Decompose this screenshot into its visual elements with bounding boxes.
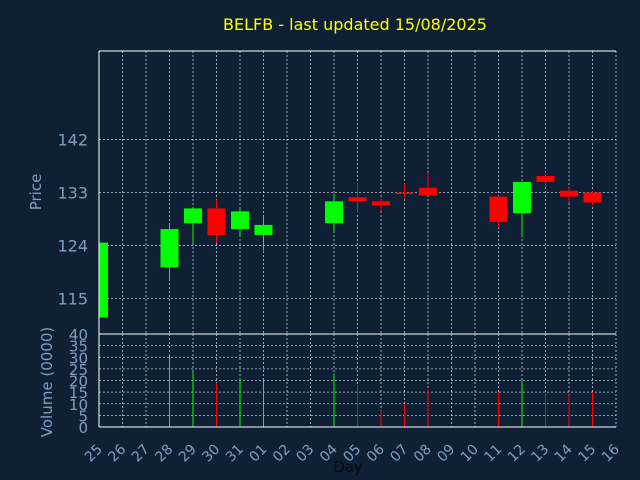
candles bbox=[98, 171, 602, 320]
x-tick-label: 09 bbox=[434, 442, 458, 466]
candle-body bbox=[419, 187, 437, 196]
price-ticks: 115 124 133 142 bbox=[57, 130, 88, 308]
x-tick-label: 11 bbox=[481, 442, 505, 466]
volume-tick-label: 20 bbox=[69, 373, 88, 391]
x-axis-title: Day bbox=[333, 458, 363, 476]
volume-tick-label: 40 bbox=[69, 326, 88, 344]
volume-tick-label: 10 bbox=[69, 396, 88, 414]
price-tick-label: 142 bbox=[57, 130, 88, 149]
price-tick-label: 124 bbox=[57, 237, 88, 256]
x-tick-label: 29 bbox=[176, 442, 200, 466]
volume-axis-title: Volume (0000) bbox=[38, 327, 56, 437]
candle-body bbox=[536, 175, 555, 182]
x-tick-label: 13 bbox=[528, 442, 552, 466]
x-tick-label: 03 bbox=[293, 442, 317, 466]
candle-body bbox=[513, 181, 531, 214]
x-tick-label: 28 bbox=[152, 442, 176, 466]
candle-body bbox=[395, 192, 414, 194]
candle-body bbox=[372, 201, 390, 206]
candle-body bbox=[325, 201, 343, 224]
candle-body bbox=[489, 196, 508, 222]
volume-tick-label: 5 bbox=[78, 407, 88, 425]
x-tick-label: 27 bbox=[129, 442, 153, 466]
price-axis-title: Price bbox=[27, 174, 45, 211]
volume-bars bbox=[169, 354, 593, 427]
volume-tick-label: 35 bbox=[69, 338, 88, 356]
candle-body bbox=[160, 229, 179, 268]
x-tick-label: 01 bbox=[246, 442, 270, 466]
price-panel: 115 124 133 142 bbox=[57, 50, 617, 334]
volume-tick-label: 0 bbox=[78, 419, 88, 437]
candle-body bbox=[207, 208, 226, 235]
volume-tick-label: 15 bbox=[69, 384, 88, 402]
x-tick-label: 31 bbox=[223, 442, 247, 466]
x-tick-label: 12 bbox=[505, 442, 529, 466]
candle-body bbox=[184, 208, 202, 224]
chart-title: BELFB - last updated 15/08/2025 bbox=[223, 15, 487, 34]
volume-tick-label: 30 bbox=[69, 349, 88, 367]
x-tick-label: 10 bbox=[458, 442, 482, 466]
candle-body bbox=[99, 242, 108, 318]
x-tick-label: 08 bbox=[411, 442, 435, 466]
x-tick-label: 07 bbox=[387, 442, 411, 466]
volume-tick-label: 25 bbox=[69, 361, 88, 379]
candle-body bbox=[254, 224, 273, 235]
price-tick-label: 115 bbox=[57, 290, 88, 309]
candle-body bbox=[560, 190, 578, 197]
price-tick-label: 133 bbox=[57, 184, 88, 203]
x-tick-label: 02 bbox=[270, 442, 294, 466]
x-tick-label: 14 bbox=[552, 441, 576, 465]
x-tick-label: 16 bbox=[599, 441, 623, 465]
candle-body bbox=[231, 211, 249, 230]
x-tick-label: 30 bbox=[199, 442, 223, 466]
candle-body bbox=[583, 192, 602, 203]
candle-body bbox=[348, 197, 367, 202]
x-tick-label: 26 bbox=[105, 441, 129, 465]
x-tick-label: 06 bbox=[364, 441, 388, 465]
x-tick-label: 25 bbox=[82, 442, 106, 466]
x-tick-label: 15 bbox=[575, 442, 599, 466]
